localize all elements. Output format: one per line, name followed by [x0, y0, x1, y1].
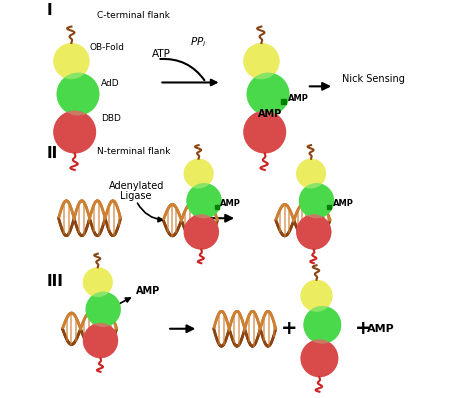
Bar	[328, 205, 331, 209]
Circle shape	[83, 267, 113, 297]
Circle shape	[301, 339, 338, 377]
Text: I: I	[47, 3, 53, 18]
Circle shape	[83, 267, 113, 297]
Circle shape	[56, 73, 100, 115]
Circle shape	[301, 280, 332, 312]
Circle shape	[296, 215, 331, 250]
Circle shape	[83, 323, 118, 358]
Text: III: III	[47, 274, 64, 289]
Circle shape	[53, 111, 96, 154]
Text: +: +	[355, 319, 371, 338]
Text: AMP: AMP	[258, 109, 283, 119]
Circle shape	[311, 300, 324, 312]
Circle shape	[299, 183, 334, 219]
Circle shape	[260, 105, 272, 117]
Text: +: +	[281, 319, 298, 338]
Circle shape	[183, 159, 213, 189]
Text: AMP: AMP	[366, 324, 394, 334]
Circle shape	[243, 43, 280, 79]
Text: AMP: AMP	[220, 199, 241, 208]
Circle shape	[301, 339, 338, 377]
Circle shape	[243, 111, 286, 154]
Text: C-terminal flank: C-terminal flank	[97, 12, 170, 20]
Circle shape	[246, 73, 290, 115]
Text: Nick Sensing: Nick Sensing	[342, 74, 405, 84]
Circle shape	[183, 215, 219, 250]
Circle shape	[97, 318, 107, 328]
Circle shape	[296, 159, 326, 189]
Text: PP$_i$: PP$_i$	[191, 36, 207, 49]
Circle shape	[183, 215, 219, 250]
Circle shape	[243, 111, 286, 154]
Circle shape	[316, 335, 326, 345]
Circle shape	[53, 43, 90, 79]
Circle shape	[310, 210, 320, 220]
Circle shape	[299, 183, 334, 219]
Text: DBD: DBD	[101, 114, 121, 123]
Circle shape	[198, 210, 208, 220]
Circle shape	[183, 159, 213, 189]
Text: Ligase: Ligase	[120, 191, 152, 201]
Text: N-terminal flank: N-terminal flank	[97, 147, 171, 156]
Circle shape	[53, 111, 96, 154]
Circle shape	[85, 292, 121, 327]
Text: Adenylated: Adenylated	[109, 181, 164, 191]
Circle shape	[93, 286, 105, 298]
Text: AMP: AMP	[288, 94, 309, 103]
Bar	[281, 99, 286, 104]
Text: OB-Fold: OB-Fold	[90, 43, 125, 51]
Circle shape	[85, 292, 121, 327]
Circle shape	[246, 73, 290, 115]
Text: AMP: AMP	[136, 286, 160, 296]
Circle shape	[307, 177, 319, 189]
Circle shape	[83, 323, 118, 358]
Circle shape	[256, 65, 270, 80]
Circle shape	[71, 105, 82, 117]
Circle shape	[186, 183, 222, 219]
Circle shape	[53, 43, 90, 79]
Circle shape	[56, 73, 100, 115]
Text: AMP: AMP	[333, 199, 354, 208]
Circle shape	[296, 159, 326, 189]
Circle shape	[296, 215, 331, 250]
Circle shape	[194, 177, 206, 189]
Bar	[215, 205, 219, 209]
Text: AdD: AdD	[101, 79, 120, 88]
Circle shape	[301, 280, 332, 312]
Circle shape	[66, 65, 80, 80]
Text: II: II	[47, 146, 58, 161]
Circle shape	[243, 43, 280, 79]
Circle shape	[303, 306, 341, 344]
Text: ATP: ATP	[152, 49, 171, 59]
Circle shape	[303, 306, 341, 344]
Circle shape	[186, 183, 222, 219]
